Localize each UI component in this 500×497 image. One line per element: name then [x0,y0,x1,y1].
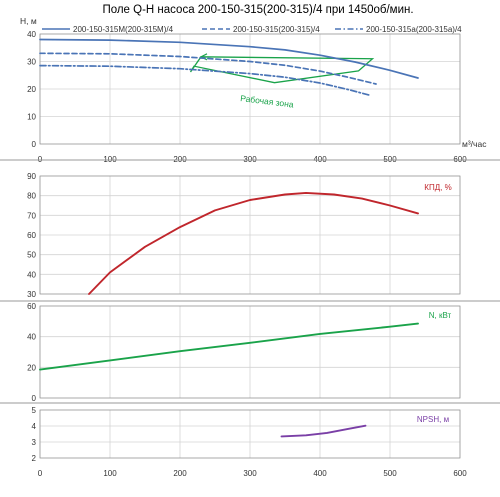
series-line-npsh-0 [280,424,367,438]
panel-qh: 0102030400100200300400500600H, мм³/часРа… [20,16,487,164]
panel-npsh: 2 3 4 5 0 100 200 300 400 500 600 NPSH, м [32,406,468,478]
panel-eff: 30 40 50 60 70 80 90 КПД, % [27,172,461,299]
x-tick-label: 200 [173,469,187,478]
panel-power: 0 20 40 60 N, кВт [27,302,461,403]
chart-panels: 0102030400100200300400500600H, мм³/часРа… [0,16,500,478]
chart-title: Поле Q-H насоса 200-150-315(200-315)/4 п… [102,4,413,16]
x-tick-label: 600 [453,469,467,478]
x-tick-label: 300 [243,469,257,478]
series-line-qh-1 [39,52,377,85]
legend: 200-150-315М(200-315М)/4 200-150-315(200-… [42,25,462,34]
y-axis-label: H, м [20,16,37,26]
series-label: КПД, % [424,183,451,192]
y-tick-label: 0 [32,140,37,149]
y-tick-label: 80 [27,192,36,201]
legend-entry: 200-150-315М(200-315М)/4 [42,25,174,34]
y-tick-label: 30 [27,290,36,299]
x-tick-label: 0 [38,469,43,478]
y-tick-label: 50 [27,251,36,260]
x-tick-label: 400 [313,469,327,478]
y-tick-label: 20 [27,85,36,94]
y-tick-label: 70 [27,211,36,220]
legend-label: 200-150-315(200-315)/4 [233,25,320,34]
y-tick-label: 90 [27,172,36,181]
y-tick-label: 10 [27,113,36,122]
plot-frame [39,409,461,459]
series-line-power-0 [39,322,419,371]
working-zone-label: Рабочая зона [240,93,295,109]
legend-entry: 200-150-315а(200-315а)/4 [335,25,462,34]
legend-label: 200-150-315М(200-315М)/4 [73,25,174,34]
y-tick-label: 60 [27,302,36,311]
y-tick-label: 2 [32,454,37,463]
x-tick-label: 500 [383,469,397,478]
legend-entry: 200-150-315(200-315)/4 [202,25,320,34]
series-line-qh-2 [39,64,370,96]
y-tick-label: 60 [27,231,36,240]
x-axis-label: м³/час [462,139,487,149]
y-tick-label: 40 [27,333,36,342]
series-line-qh-0 [39,38,419,79]
plot-frame [39,33,461,145]
y-tick-label: 3 [32,438,37,447]
plot-frame [39,305,461,399]
y-tick-label: 40 [27,270,36,279]
y-tick-label: 20 [27,363,36,372]
series-label: N, кВт [429,311,452,320]
plot-frame [39,175,461,295]
series-line-eff-0 [88,191,419,295]
y-tick-label: 40 [27,30,36,39]
y-tick-label: 5 [32,406,37,415]
series-label: NPSH, м [417,415,449,424]
legend-label: 200-150-315а(200-315а)/4 [366,25,462,34]
x-tick-label: 100 [103,469,117,478]
y-tick-label: 30 [27,58,36,67]
y-tick-label: 0 [32,394,37,403]
y-tick-label: 4 [32,422,37,431]
